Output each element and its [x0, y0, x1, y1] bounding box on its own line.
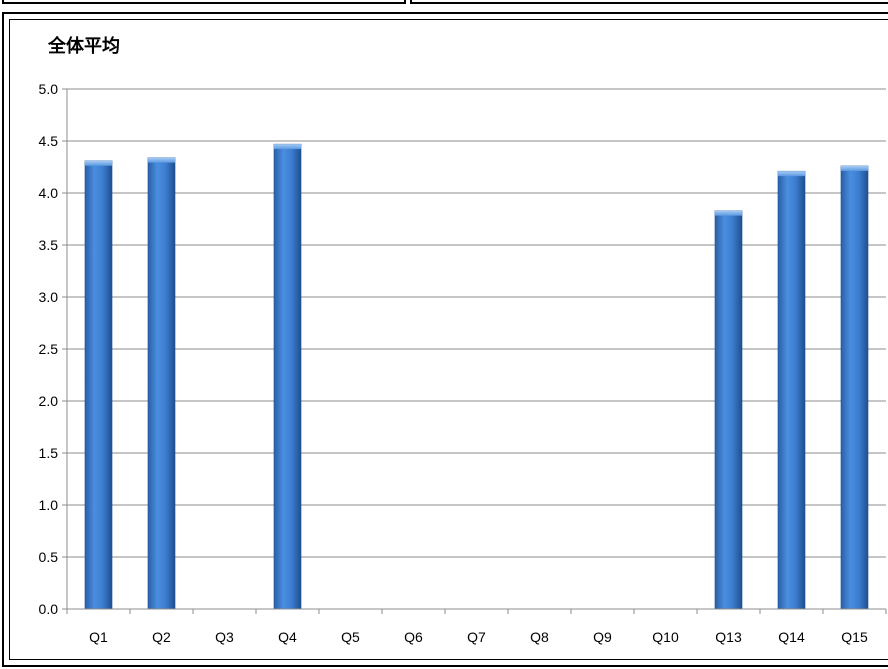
x-tick-label: Q1: [89, 629, 108, 645]
x-tick-label: Q15: [841, 629, 868, 645]
adjacent-panel-left-border: [2, 0, 406, 4]
y-tick-label: 5.0: [39, 81, 59, 97]
chart-frame: [2, 12, 888, 667]
x-tick-label: Q13: [715, 629, 742, 645]
chart-frame-inner: [9, 19, 888, 660]
bar-cap: [147, 157, 176, 163]
y-tick-label: 3.0: [39, 289, 59, 305]
y-tick-label: 4.5: [39, 133, 59, 149]
y-tick-label: 4.0: [39, 185, 59, 201]
x-tick-labels: Q1 Q2 Q3 Q4 Q5 Q6 Q7 Q8 Q9 Q10 Q13 Q14 Q15: [89, 629, 868, 645]
bar-cap: [714, 210, 743, 216]
bar-cap: [84, 160, 113, 166]
adjacent-panel-right-border: [410, 0, 888, 4]
x-tick-label: Q10: [652, 629, 679, 645]
bar-cap: [273, 144, 302, 150]
bar-body: [777, 170, 806, 610]
x-tick-label: Q14: [778, 629, 805, 645]
bar-cap: [777, 171, 806, 177]
y-tick-label: 0.5: [39, 549, 59, 565]
x-tick-label: Q3: [215, 629, 234, 645]
bar-cap: [840, 165, 869, 171]
y-tick-label: 0.0: [39, 601, 59, 617]
x-tick-label: Q4: [278, 629, 297, 645]
bar-body: [273, 143, 302, 610]
y-tick-labels: 0.0 0.5 1.0 1.5 2.0 2.5 3.0 3.5 4.0 4.5 5.0: [39, 81, 59, 617]
y-tick-label: 1.5: [39, 445, 59, 461]
bar-body: [147, 157, 176, 610]
y-tick-label: 1.0: [39, 497, 59, 513]
gridlines: [62, 88, 886, 610]
y-tick-label: 2.5: [39, 341, 59, 357]
x-tick-label: Q5: [341, 629, 360, 645]
chart-title: 全体平均: [47, 35, 120, 56]
x-tick-label: Q9: [593, 629, 612, 645]
bar-body: [840, 165, 869, 610]
x-tick-label: Q7: [467, 629, 486, 645]
x-tick-label: Q2: [152, 629, 171, 645]
bar-body: [84, 160, 113, 610]
bar-q1: [84, 160, 113, 610]
bar-body: [714, 210, 743, 610]
y-tick-label: 3.5: [39, 237, 59, 253]
bar-q15: [840, 165, 869, 610]
axes: [66, 89, 887, 614]
bar-q13: [714, 210, 743, 610]
bar-q14: [777, 170, 806, 610]
bars: [84, 143, 869, 610]
x-tick-label: Q6: [404, 629, 423, 645]
y-tick-label: 2.0: [39, 393, 59, 409]
bar-q2: [147, 157, 176, 610]
bar-q4: [273, 143, 302, 610]
x-tick-label: Q8: [530, 629, 549, 645]
